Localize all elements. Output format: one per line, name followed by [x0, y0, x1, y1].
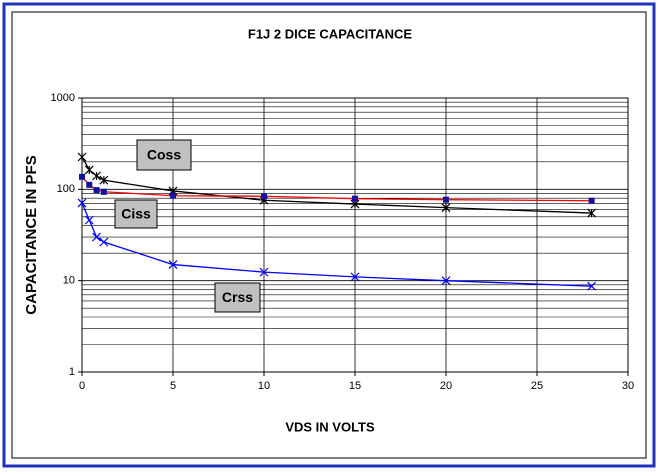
marker — [77, 198, 87, 208]
marker — [84, 215, 94, 225]
marker — [170, 192, 176, 199]
y-axis-title: CAPACITANCE IN PFS — [23, 155, 40, 314]
series-label-box — [214, 282, 261, 313]
marker-shape — [79, 173, 85, 180]
marker — [93, 187, 100, 194]
marker-shape — [261, 193, 267, 200]
chart-frame — [11, 11, 647, 459]
series-label: Coss — [147, 147, 181, 163]
marker — [588, 197, 595, 204]
marker-shape — [86, 181, 93, 188]
x-tick-label: 15 — [349, 380, 361, 392]
x-tick-label: 5 — [170, 380, 176, 392]
marker-shape — [350, 272, 360, 282]
x-tick-label: 0 — [79, 380, 85, 392]
x-tick-label: 20 — [440, 380, 452, 392]
marker — [86, 181, 93, 188]
marker-shape — [99, 237, 109, 247]
marker-shape — [84, 215, 94, 225]
x-axis-title: VDS IN VOLTS — [285, 419, 375, 434]
marker — [441, 276, 451, 286]
marker-shape — [441, 276, 451, 286]
marker — [100, 188, 107, 195]
marker — [352, 195, 358, 202]
marker — [77, 152, 87, 162]
marker — [99, 175, 109, 185]
y-tick-label: 1000 — [51, 92, 75, 104]
marker — [587, 281, 597, 291]
marker — [259, 267, 269, 277]
marker — [261, 193, 267, 200]
marker-shape — [588, 197, 595, 204]
marker — [92, 171, 101, 181]
marker-shape — [587, 281, 597, 291]
marker-shape — [92, 232, 101, 242]
marker — [587, 208, 597, 218]
series-label-box — [136, 139, 192, 171]
marker — [92, 232, 101, 242]
marker-shape — [259, 267, 269, 277]
y-tick-label: 100 — [57, 183, 75, 195]
x-tick-label: 25 — [531, 380, 543, 392]
marker-shape — [443, 196, 449, 203]
y-tick-label: 10 — [63, 275, 75, 287]
plot-border — [81, 97, 629, 373]
marker — [99, 237, 109, 247]
x-tick-label: 30 — [622, 380, 634, 392]
marker — [350, 272, 360, 282]
marker-shape — [352, 195, 358, 202]
x-tick-label: 10 — [258, 380, 270, 392]
chart-title: F1J 2 DICE CAPACITANCE — [248, 26, 413, 41]
marker — [79, 173, 85, 180]
marker-shape — [168, 260, 178, 270]
marker — [441, 203, 451, 213]
series-label-box — [114, 199, 158, 229]
marker — [168, 260, 178, 270]
marker-shape — [77, 198, 87, 208]
series-label: Crss — [222, 289, 253, 305]
marker — [443, 196, 449, 203]
marker — [84, 165, 94, 175]
y-tick-label: 1 — [69, 366, 75, 378]
marker-shape — [170, 192, 176, 199]
marker-shape — [93, 187, 100, 194]
marker-shape — [100, 188, 107, 195]
series-label: Ciss — [121, 206, 151, 222]
